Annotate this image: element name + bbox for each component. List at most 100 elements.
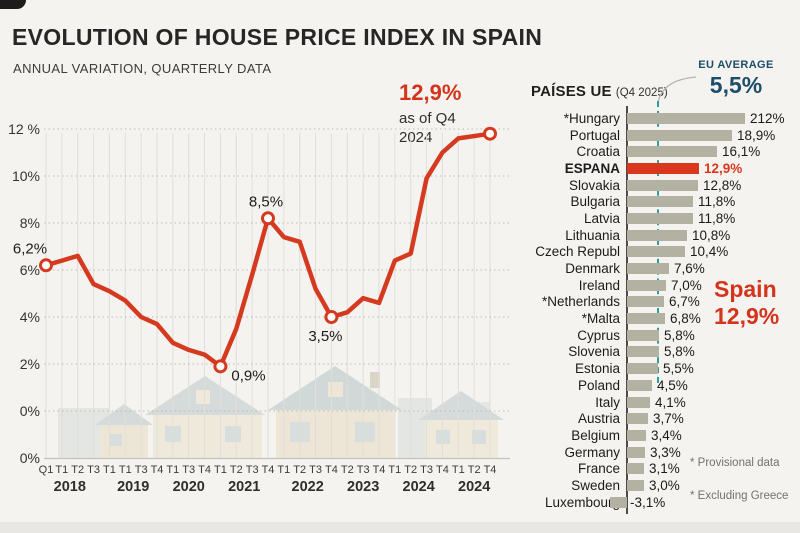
value-bar: [627, 162, 699, 174]
x-axis-year-label: 2024: [403, 479, 435, 495]
country-label: Denmark: [565, 261, 620, 277]
bar-zone: 10,8%: [627, 228, 798, 243]
country-label: Austria: [577, 411, 620, 427]
value-bar: [627, 413, 648, 425]
bar-row: *Hungary 212%: [530, 110, 798, 127]
x-axis-tick-label: T3: [246, 464, 259, 476]
x-axis-tick-label: T3: [87, 464, 100, 476]
value-label: 3,1%: [649, 461, 680, 477]
bar-row: Austria 3,7%: [530, 410, 798, 427]
x-axis-tick-label: T1: [166, 464, 179, 476]
bar-zone: 4,5%: [627, 378, 798, 393]
data-point-label: 0,9%: [231, 367, 265, 384]
bar-row: Slovenia 5,8%: [530, 344, 798, 361]
country-label: Slovakia: [568, 177, 620, 193]
x-axis-tick-label: T4: [325, 464, 338, 476]
eu-average-value: 5,5%: [709, 72, 763, 98]
bar-zone: 12,9%: [627, 160, 798, 176]
value-bar: [627, 346, 659, 358]
value-bar: [627, 429, 646, 441]
value-bar: [627, 446, 645, 458]
bar-row: Denmark 7,6%: [530, 260, 798, 277]
houses-watermark-illustration: [58, 366, 504, 458]
x-axis-tick-label: T4: [484, 464, 497, 476]
x-axis-year-label: 2018: [54, 479, 86, 495]
data-point-marker: [213, 359, 228, 374]
bar-zone: 5,8%: [627, 328, 798, 343]
y-axis-tick-label: 4%: [20, 309, 40, 325]
bar-zone: 5,8%: [627, 344, 798, 359]
bar-row: Italy 4,1%: [530, 394, 798, 411]
spain-callout: Spain 12,9%: [714, 276, 780, 329]
country-label: Lithuania: [565, 227, 620, 243]
value-bar: [627, 363, 658, 375]
y-axis-tick-label: 0%: [20, 403, 40, 419]
data-point-marker: [324, 310, 339, 324]
note-excluding-greece: * Excluding Greece: [690, 490, 789, 502]
value-label: 12,9%: [704, 160, 743, 176]
x-axis-tick-label: T3: [357, 464, 370, 476]
bar-zone: 10,4%: [627, 244, 798, 259]
y-axis-baseline-label: 0%: [20, 450, 40, 466]
bar-zone: 3,4%: [627, 428, 798, 443]
country-label: Italy: [595, 394, 620, 410]
bar-chart-title: PAÍSES UE (Q4 2025): [531, 83, 668, 100]
corner-artifact: [0, 0, 26, 9]
bar-row: *Netherlands 6,7%: [530, 294, 798, 311]
latest-value-callout: 12,9% as of Q4 2024: [399, 82, 461, 147]
bar-row: Sweden 3,0%: [530, 477, 798, 494]
bar-zone: 11,8%: [627, 194, 798, 210]
bar-row: Croatia 16,1%: [530, 143, 798, 160]
bar-zone: 3,0%: [627, 478, 798, 493]
value-bar: [627, 196, 693, 208]
y-axis-tick-label: 6%: [20, 262, 40, 278]
bar-zone: 12,8%: [627, 178, 798, 193]
x-axis-tick-label: T3: [182, 464, 195, 476]
country-label: Slovenia: [568, 344, 620, 360]
bar-zone: 11,8%: [627, 211, 798, 226]
eu-average-label: EU AVERAGE: [698, 59, 774, 71]
x-axis-tick-label: T1: [452, 464, 465, 476]
value-label: 3,7%: [653, 411, 684, 427]
value-bar: [627, 246, 685, 258]
data-point-label: 8,5%: [249, 193, 283, 210]
data-point-marker: [39, 258, 53, 273]
note-provisional-data: * Provisional data: [690, 457, 780, 469]
value-label: -3,1%: [630, 494, 666, 510]
bar-chart-rows: *Hungary 212% Portugal 18,9% Croatia 16,1% ESP…: [530, 110, 798, 511]
x-axis-tick-label: T2: [468, 464, 481, 476]
x-axis-year-label: 2023: [347, 479, 379, 495]
bar-row: France 3,1%: [530, 460, 798, 477]
value-label: 11,8%: [698, 194, 736, 210]
x-axis-tick-label: T1: [388, 464, 401, 476]
x-axis-tick-label: T3: [309, 464, 322, 476]
country-label: France: [577, 461, 620, 477]
x-axis-tick-label: T1: [277, 464, 290, 476]
value-label: 16,1%: [722, 144, 761, 160]
country-label: Cyprus: [577, 327, 620, 343]
x-axis-year-label: 2022: [292, 479, 324, 495]
bar-row: Belgium 3,4%: [530, 427, 798, 444]
value-bar: [627, 479, 644, 491]
page-title: EVOLUTION OF HOUSE PRICE INDEX IN SPAIN: [12, 24, 543, 50]
data-point-marker: [483, 126, 497, 141]
x-axis-year-label: 2021: [228, 479, 260, 495]
x-axis-tick-label: T4: [373, 464, 386, 476]
country-label: Estonia: [574, 361, 620, 377]
country-label: Croatia: [576, 144, 620, 160]
y-axis-tick-label: 2%: [20, 356, 40, 372]
x-axis-tick-label: T4: [151, 464, 164, 476]
value-bar: [627, 379, 652, 391]
bar-row: Czech Republ 10,4%: [530, 244, 798, 261]
x-axis-year-label: 2019: [117, 479, 149, 495]
value-bar: [627, 313, 665, 325]
bar-zone: 212%: [627, 111, 798, 126]
country-label: Germany: [564, 444, 620, 460]
bar-zone: 16,1%: [627, 144, 798, 160]
bar-row: *Malta 6,8%: [530, 310, 798, 327]
x-axis-tick-label: T2: [230, 464, 243, 476]
bar-row: Ireland 7,0%: [530, 277, 798, 294]
line-chart: 12 %10%8%6%4%2%0%0%Q1 T1 T2 T3 T1 T1 T3 T4 T1 T3 T…: [8, 121, 510, 495]
eu-average-callout: EU AVERAGE 5,5%: [690, 60, 782, 97]
bar-row: Estonia 5,5%: [530, 360, 798, 377]
